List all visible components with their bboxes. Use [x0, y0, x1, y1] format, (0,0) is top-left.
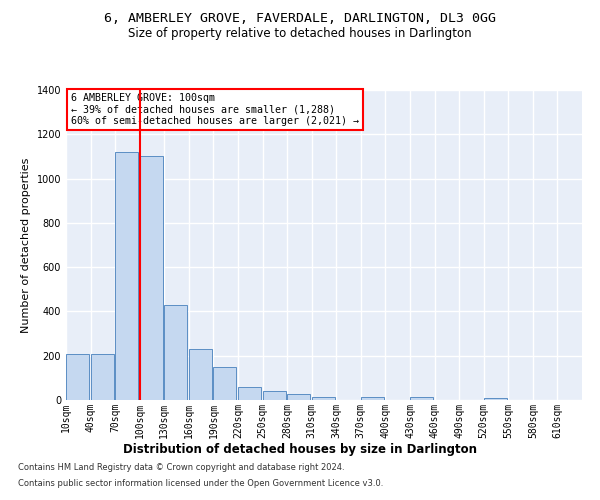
Bar	[484, 398, 506, 400]
Bar	[91, 354, 113, 400]
Bar	[66, 354, 89, 400]
Text: Size of property relative to detached houses in Darlington: Size of property relative to detached ho…	[128, 28, 472, 40]
Bar	[238, 386, 261, 400]
Text: Contains public sector information licensed under the Open Government Licence v3: Contains public sector information licen…	[18, 478, 383, 488]
Bar	[189, 349, 212, 400]
Text: Contains HM Land Registry data © Crown copyright and database right 2024.: Contains HM Land Registry data © Crown c…	[18, 464, 344, 472]
Bar	[287, 394, 310, 400]
Bar	[312, 396, 335, 400]
Y-axis label: Number of detached properties: Number of detached properties	[21, 158, 31, 332]
Bar	[115, 152, 138, 400]
Bar	[263, 391, 286, 400]
Bar	[140, 156, 163, 400]
Bar	[164, 305, 187, 400]
Text: Distribution of detached houses by size in Darlington: Distribution of detached houses by size …	[123, 442, 477, 456]
Bar	[361, 396, 384, 400]
Bar	[410, 396, 433, 400]
Text: 6, AMBERLEY GROVE, FAVERDALE, DARLINGTON, DL3 0GG: 6, AMBERLEY GROVE, FAVERDALE, DARLINGTON…	[104, 12, 496, 26]
Text: 6 AMBERLEY GROVE: 100sqm
← 39% of detached houses are smaller (1,288)
60% of sem: 6 AMBERLEY GROVE: 100sqm ← 39% of detach…	[71, 93, 359, 126]
Bar	[214, 367, 236, 400]
